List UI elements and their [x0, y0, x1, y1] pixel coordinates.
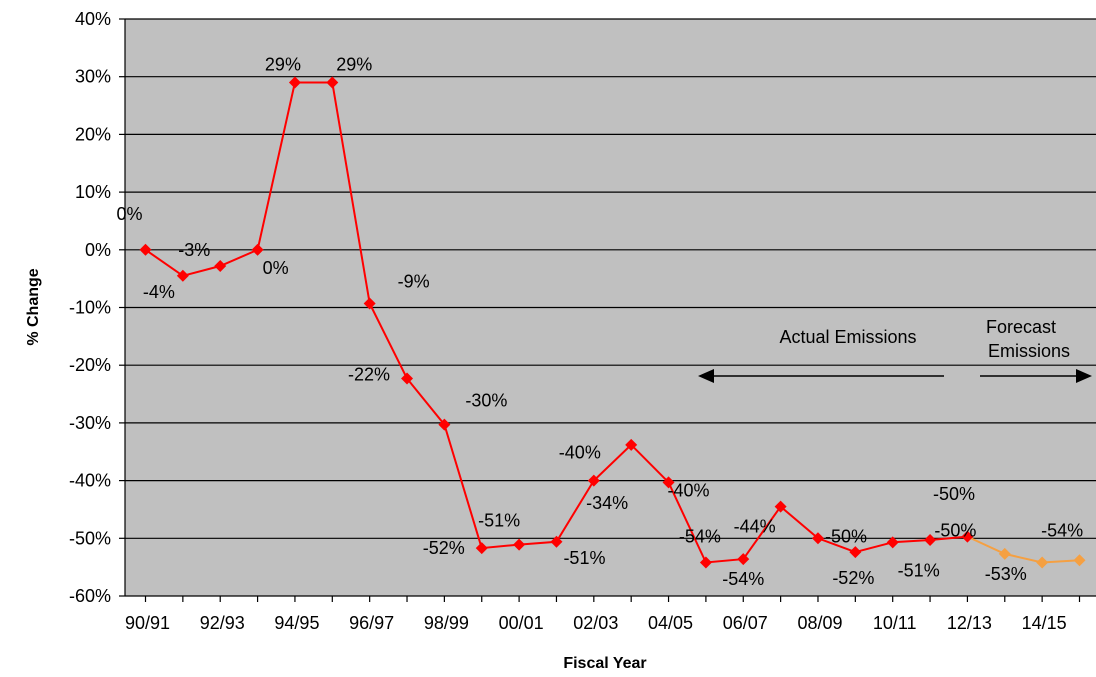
y-tick-label: 40% — [75, 9, 111, 29]
y-tick-label: -20% — [69, 355, 111, 375]
data-label: -50% — [933, 484, 975, 504]
data-label: -54% — [679, 527, 721, 547]
x-tick-label: 00/01 — [499, 613, 544, 633]
y-tick-label: -50% — [69, 528, 111, 548]
x-tick-label: 14/15 — [1022, 613, 1067, 633]
data-point-marker — [886, 536, 899, 549]
data-point-marker — [961, 530, 974, 543]
y-axis-ticks: 40% 30% 20% 10% 0% -10% -20% -30% -40% -50% -60% — [69, 9, 125, 606]
y-tick-label: -40% — [69, 471, 111, 491]
data-label: -34% — [586, 493, 628, 513]
x-tick-label: 06/07 — [723, 613, 768, 633]
y-tick-label: -30% — [69, 413, 111, 433]
data-point-marker — [251, 243, 264, 256]
x-tick-label: 12/13 — [947, 613, 992, 633]
series-group — [139, 76, 1086, 569]
annotation-actual-emissions: Actual Emissions — [779, 327, 916, 347]
x-tick-label: 90/91 — [125, 613, 170, 633]
y-axis-title: % Change — [25, 268, 42, 345]
data-point-marker — [1036, 556, 1049, 569]
data-label: 0% — [263, 258, 289, 278]
data-label: -51% — [478, 511, 520, 531]
data-point-marker — [587, 474, 600, 487]
data-label: -54% — [722, 569, 764, 589]
data-point-marker — [438, 418, 451, 431]
annotation-emissions: Emissions — [988, 341, 1070, 361]
x-axis-ticks: 90/91 92/93 94/95 96/97 98/99 00/01 02/03 04/05… — [125, 596, 1081, 633]
data-label: 0% — [116, 204, 142, 224]
y-tick-label: 20% — [75, 124, 111, 144]
annotation-forecast: Forecast — [986, 317, 1056, 337]
data-label: 29% — [265, 54, 301, 74]
data-labels: 0%-4%-3%0%29% 29%-9%-22%-30%-52%-51%-51%-… — [116, 54, 1096, 590]
data-label: -54% — [1041, 521, 1083, 541]
data-point-marker — [363, 297, 376, 310]
actual-emissions-arrow — [698, 369, 944, 383]
data-label: -53% — [985, 564, 1027, 584]
data-label: -40% — [668, 480, 710, 500]
data-label: -50% — [825, 526, 867, 546]
x-tick-label: 08/09 — [797, 613, 842, 633]
y-tick-label: -60% — [69, 586, 111, 606]
data-label: -51% — [898, 560, 940, 580]
x-tick-label: 10/11 — [873, 613, 917, 633]
y-tick-label: -10% — [69, 298, 111, 318]
data-point-marker — [737, 553, 750, 566]
data-point-marker — [625, 438, 638, 451]
data-point-marker — [513, 538, 526, 551]
data-point-marker — [550, 535, 563, 548]
data-label: -52% — [832, 568, 874, 588]
data-label: -52% — [423, 538, 465, 558]
y-tick-label: 10% — [75, 182, 111, 202]
series-line — [966, 535, 1080, 564]
data-label: -51% — [563, 548, 605, 568]
x-tick-label: 98/99 — [424, 613, 469, 633]
data-point-marker — [811, 532, 824, 545]
x-tick-label: 96/97 — [349, 613, 394, 633]
data-label: -44% — [734, 517, 776, 537]
data-label: -9% — [398, 271, 430, 291]
data-point-marker — [176, 269, 189, 282]
data-label: -30% — [465, 391, 507, 411]
data-point-marker — [288, 76, 301, 89]
data-label: -22% — [348, 364, 390, 384]
data-point-marker — [401, 372, 414, 385]
data-point-marker — [475, 542, 488, 555]
y-tick-label: 30% — [75, 67, 111, 87]
data-point-marker — [326, 76, 339, 89]
data-point-marker — [662, 476, 675, 489]
data-label: -40% — [559, 443, 601, 463]
y-tick-label: 0% — [85, 240, 111, 260]
data-point-marker — [1073, 554, 1086, 567]
data-point-marker — [924, 534, 937, 547]
data-point-marker — [774, 500, 787, 513]
data-point-marker — [998, 547, 1011, 560]
data-point-marker — [139, 243, 152, 256]
data-label: -4% — [143, 282, 175, 302]
x-tick-label: 94/95 — [274, 613, 319, 633]
data-point-marker — [849, 546, 862, 559]
data-label: -3% — [178, 240, 210, 260]
data-label: -50% — [934, 521, 976, 541]
x-tick-label: 04/05 — [648, 613, 693, 633]
data-point-marker — [214, 259, 227, 272]
x-tick-label: 02/03 — [573, 613, 618, 633]
x-axis-title: Fiscal Year — [563, 655, 646, 672]
data-label: 29% — [336, 54, 372, 74]
forecast-emissions-arrow — [980, 369, 1092, 383]
x-tick-label: 92/93 — [200, 613, 245, 633]
data-point-marker — [699, 556, 712, 569]
